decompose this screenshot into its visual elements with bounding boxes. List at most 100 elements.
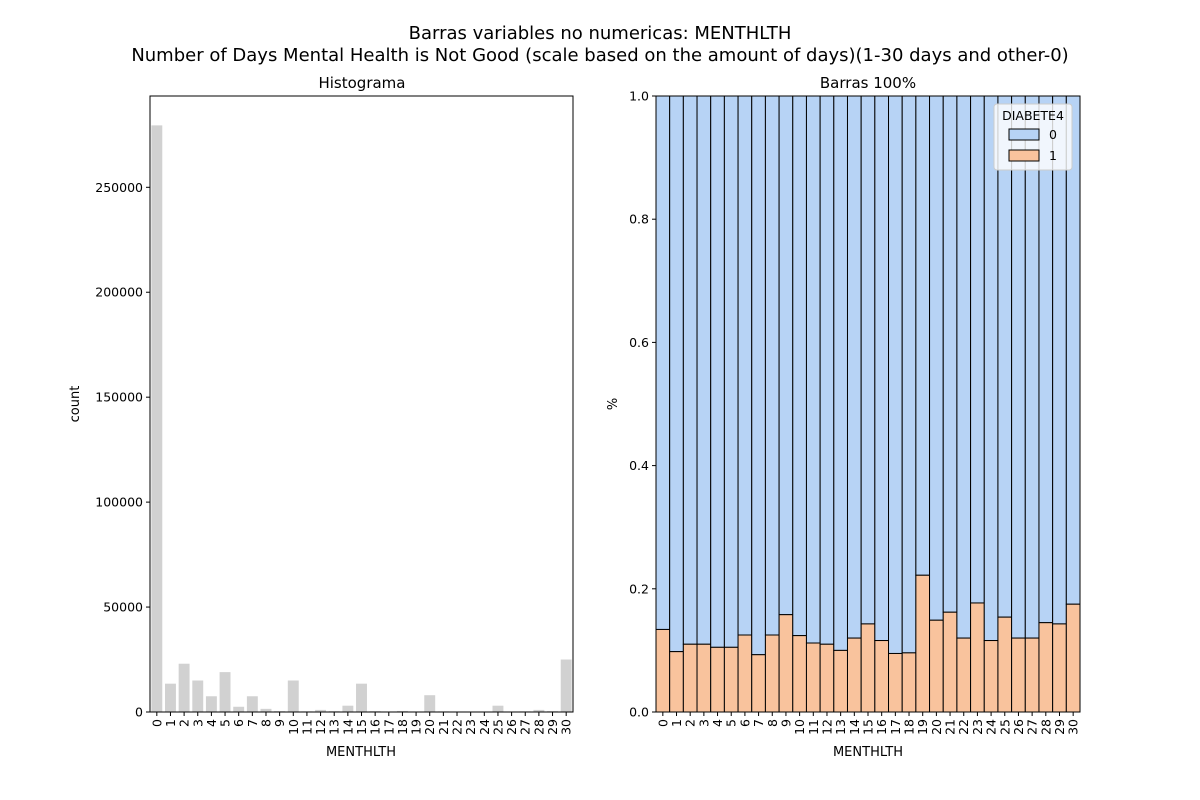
- histogram-xtick-label: 2: [177, 719, 192, 727]
- legend: DIABETE4 0 1: [993, 103, 1073, 171]
- histogram-xtick-label: 3: [190, 719, 205, 727]
- stacked-bar-series1-1: [669, 651, 684, 713]
- figure-suptitle-line2: Number of Days Mental Health is Not Good…: [131, 45, 1068, 66]
- histogram-xlabel: MENTHLTH: [326, 745, 396, 760]
- stacked-bar-series0-13: [833, 95, 848, 651]
- histogram-bar-6: [233, 706, 245, 712]
- stacked-xtick-label: 28: [1038, 719, 1053, 735]
- stacked-xtick-label: 15: [861, 719, 876, 735]
- histogram-ytick-label: 100000: [95, 495, 143, 510]
- histogram-ylabel: count: [68, 386, 83, 423]
- stacked-bar-series0-0: [655, 95, 671, 630]
- histogram-xtick-label: 6: [231, 719, 246, 727]
- histogram-bar-7: [246, 696, 258, 712]
- histogram-xtick-label: 26: [504, 719, 519, 735]
- histogram-bar-1: [165, 683, 176, 712]
- stacked-xtick-label: 25: [997, 719, 1012, 735]
- stacked-xtick-label: 10: [792, 719, 807, 735]
- stacked-ylabel: %: [606, 398, 621, 410]
- stacked-xtick-label: 7: [751, 719, 766, 727]
- histogram-bar-4: [205, 696, 217, 712]
- stacked-bars: [655, 95, 1081, 713]
- stacked-bar-series0-3: [696, 95, 712, 645]
- stacked-bar-series1-21: [942, 611, 958, 713]
- stacked-bar-series1-27: [1024, 637, 1040, 713]
- histogram-xtick-label: 15: [354, 719, 369, 735]
- histogram-bar-14: [342, 705, 354, 712]
- stacked-bar-series1-5: [723, 646, 739, 713]
- stacked-bar-series0-29: [1052, 95, 1067, 625]
- stacked-bar-series1-26: [1011, 637, 1026, 713]
- stacked-bar-series1-28: [1038, 622, 1054, 713]
- stacked-xtick-label: 21: [943, 719, 958, 735]
- stacked-bar-series1-4: [710, 646, 725, 713]
- stacked-bar-series1-11: [805, 642, 821, 713]
- stacked-bar-series0-26: [1011, 95, 1026, 639]
- stacked-bar-series0-7: [751, 95, 766, 656]
- stacked-bar-series0-12: [819, 95, 835, 645]
- figure-suptitle-line1: Barras variables no numericas: MENTHLTH: [409, 23, 792, 44]
- histogram-xtick-label: 21: [436, 719, 451, 735]
- stacked-bar-series1-6: [737, 634, 753, 713]
- stacked-xtick-label: 12: [819, 719, 834, 735]
- stacked-bar-series1-20: [929, 619, 944, 713]
- histogram-xtick-label: 4: [204, 719, 219, 727]
- stacked-bar-series0-25: [997, 95, 1013, 618]
- stacked-xtick-label: 14: [847, 719, 862, 735]
- stacked-ytick-label: 0.2: [629, 581, 649, 596]
- stacked-xtick-label: 9: [778, 719, 793, 727]
- histogram-bar-3: [192, 680, 204, 712]
- stacked-title: Barras 100%: [820, 74, 916, 92]
- histogram-bar-28: [533, 709, 545, 712]
- histogram-bar-18: [396, 710, 408, 712]
- stacked-bar-series0-20: [929, 95, 944, 621]
- stacked-bar-series1-0: [655, 628, 671, 713]
- stacked-bar-series0-18: [901, 95, 917, 654]
- stacked-ytick-label: 0.8: [629, 212, 649, 227]
- histogram-frame: [149, 95, 574, 713]
- stacked-xtick-label: 29: [1052, 719, 1067, 735]
- stacked-xtick-label: 17: [888, 719, 903, 735]
- histogram-xtick-label: 13: [327, 719, 342, 735]
- histogram-ytick-label: 250000: [95, 180, 143, 195]
- stacked-bar-series0-19: [915, 95, 931, 576]
- stacked-bar-series1-14: [846, 637, 862, 713]
- histogram-xtick-label: 17: [381, 719, 396, 735]
- stacked-xtick-label: 6: [737, 719, 752, 727]
- histogram-xtick-label: 0: [149, 719, 164, 727]
- stacked-bar-series0-10: [792, 95, 807, 637]
- histogram-xtick-label: 8: [258, 719, 273, 727]
- histogram-xtick-label: 18: [395, 719, 410, 735]
- histogram-bar-5: [219, 672, 231, 712]
- legend-label-1: 1: [1049, 148, 1057, 163]
- histogram-xtick-label: 12: [313, 719, 328, 735]
- stacked-bar-series1-7: [751, 654, 766, 713]
- stacked-frame: [655, 95, 1081, 713]
- histogram-bar-30: [560, 659, 572, 712]
- stacked-bar-series0-21: [942, 95, 958, 613]
- histogram-bar-25: [492, 705, 504, 712]
- histogram-xtick-label: 24: [477, 719, 492, 735]
- stacked-xtick-label: 1: [669, 719, 684, 727]
- stacked-bar-series0-14: [846, 95, 862, 639]
- stacked-bar-series1-24: [983, 640, 999, 713]
- stacked-xtick-label: 22: [956, 719, 971, 735]
- stacked-xtick-label: 23: [970, 719, 985, 735]
- histogram-bar-10: [287, 680, 299, 712]
- stacked-bar-series0-17: [888, 95, 903, 654]
- histogram-xtick-label: 22: [450, 719, 465, 735]
- stacked-xtick-label: 0: [655, 719, 670, 727]
- stacked-bar-series0-5: [723, 95, 739, 648]
- histogram-xtick-label: 16: [368, 719, 383, 735]
- stacked-bar-series1-29: [1052, 623, 1067, 713]
- histogram-axes: Histograma 0 50000 100000 150000 200000 25000…: [68, 74, 574, 760]
- stacked-bar-series1-19: [915, 574, 931, 713]
- stacked-ytick-label: 0.0: [629, 705, 649, 720]
- stacked-bar-series1-25: [997, 616, 1013, 713]
- histogram-xtick-label: 7: [245, 719, 260, 727]
- histogram-xtick-label: 5: [218, 719, 233, 727]
- stacked-bar-series0-6: [737, 95, 753, 636]
- histogram-bar-20: [424, 695, 436, 712]
- histogram-xtick-label: 28: [531, 719, 546, 735]
- histogram-bar-15: [356, 683, 367, 712]
